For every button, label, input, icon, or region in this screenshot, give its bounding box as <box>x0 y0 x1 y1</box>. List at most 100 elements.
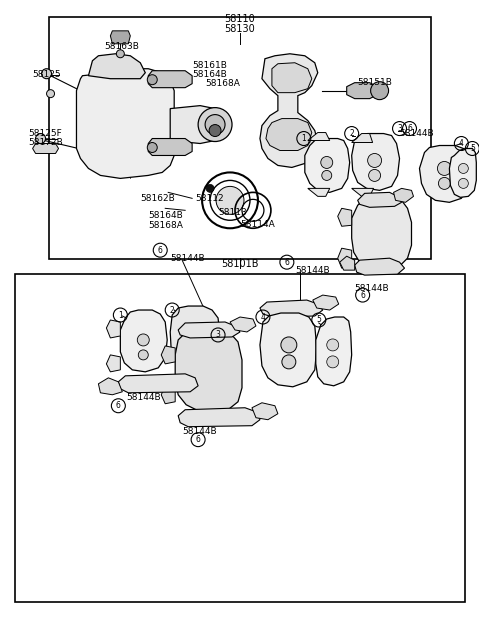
Polygon shape <box>338 209 352 226</box>
Text: 58168A: 58168A <box>148 221 183 230</box>
Text: 58163B: 58163B <box>104 42 139 51</box>
Text: 58172B: 58172B <box>29 138 63 147</box>
Circle shape <box>371 82 389 100</box>
Circle shape <box>205 115 225 135</box>
Polygon shape <box>148 138 192 156</box>
Polygon shape <box>110 31 130 44</box>
Polygon shape <box>358 193 402 207</box>
Circle shape <box>327 339 339 351</box>
Text: 58164B: 58164B <box>148 211 183 220</box>
Circle shape <box>147 142 157 152</box>
Text: 5: 5 <box>316 316 321 325</box>
Polygon shape <box>352 133 399 190</box>
Circle shape <box>281 337 297 353</box>
Polygon shape <box>449 149 476 197</box>
Polygon shape <box>178 322 240 338</box>
Text: 5: 5 <box>470 144 475 153</box>
Text: 58101B: 58101B <box>221 259 259 269</box>
Polygon shape <box>98 378 122 395</box>
Text: 58161B: 58161B <box>192 61 227 70</box>
Circle shape <box>138 350 148 360</box>
Polygon shape <box>88 54 145 78</box>
Circle shape <box>368 154 382 167</box>
Polygon shape <box>119 374 198 393</box>
Text: 58168A: 58168A <box>205 79 240 88</box>
Text: 58125F: 58125F <box>29 129 62 138</box>
Text: 58125: 58125 <box>33 70 61 79</box>
Text: 58110: 58110 <box>225 14 255 24</box>
Text: 58114A: 58114A <box>240 219 275 229</box>
Polygon shape <box>305 138 350 193</box>
Circle shape <box>458 179 468 188</box>
Polygon shape <box>178 408 260 427</box>
Text: 58144B: 58144B <box>355 283 389 293</box>
Polygon shape <box>260 300 323 317</box>
Circle shape <box>42 69 51 78</box>
Polygon shape <box>347 83 380 99</box>
Polygon shape <box>316 317 352 386</box>
Polygon shape <box>76 69 174 179</box>
Text: 6: 6 <box>116 401 121 410</box>
Text: 58130: 58130 <box>225 24 255 34</box>
Circle shape <box>458 163 468 174</box>
Circle shape <box>437 161 451 175</box>
Polygon shape <box>308 188 330 197</box>
Polygon shape <box>394 188 413 202</box>
Circle shape <box>36 133 46 144</box>
Polygon shape <box>308 133 330 140</box>
Polygon shape <box>170 306 220 371</box>
Text: 58144B: 58144B <box>182 427 217 436</box>
Circle shape <box>327 356 339 368</box>
Polygon shape <box>272 63 312 93</box>
Text: 6: 6 <box>158 246 163 255</box>
Polygon shape <box>120 310 167 372</box>
Polygon shape <box>338 248 352 268</box>
Circle shape <box>321 156 333 168</box>
Text: 3: 3 <box>216 330 220 339</box>
Polygon shape <box>33 144 59 154</box>
Polygon shape <box>170 106 215 144</box>
Text: 6: 6 <box>360 290 365 300</box>
Text: 2: 2 <box>349 129 354 138</box>
Polygon shape <box>260 313 317 387</box>
Text: 58164B: 58164B <box>192 70 227 79</box>
Text: 6: 6 <box>285 258 289 267</box>
Text: 4: 4 <box>459 139 464 148</box>
Polygon shape <box>161 346 175 364</box>
Circle shape <box>282 355 296 369</box>
Text: 6: 6 <box>196 435 201 444</box>
Polygon shape <box>260 54 318 167</box>
Circle shape <box>438 177 450 189</box>
Text: 58144B: 58144B <box>126 393 161 403</box>
Polygon shape <box>107 320 120 338</box>
Text: 6: 6 <box>407 124 412 133</box>
Text: 1: 1 <box>118 311 123 320</box>
Text: 2: 2 <box>170 306 175 315</box>
Polygon shape <box>313 295 339 310</box>
Polygon shape <box>352 198 411 270</box>
Circle shape <box>116 50 124 58</box>
Text: 58144B: 58144B <box>170 254 205 263</box>
Polygon shape <box>252 403 278 420</box>
Text: 58112: 58112 <box>195 194 224 203</box>
Text: 58151B: 58151B <box>358 78 393 87</box>
Text: 58144B: 58144B <box>399 129 434 138</box>
Polygon shape <box>266 119 312 151</box>
Polygon shape <box>352 188 373 197</box>
Circle shape <box>137 334 149 346</box>
Circle shape <box>198 108 232 142</box>
Text: 58144B: 58144B <box>295 265 329 274</box>
Text: 58113: 58113 <box>218 208 247 217</box>
Polygon shape <box>340 256 355 270</box>
Circle shape <box>188 330 202 344</box>
Text: 3: 3 <box>397 124 402 133</box>
Circle shape <box>369 170 381 181</box>
Polygon shape <box>420 145 469 202</box>
Circle shape <box>47 90 55 98</box>
Circle shape <box>209 124 221 137</box>
Circle shape <box>206 184 214 193</box>
Circle shape <box>189 346 201 358</box>
Polygon shape <box>175 330 242 413</box>
Polygon shape <box>230 317 256 332</box>
Text: 4: 4 <box>261 313 265 322</box>
